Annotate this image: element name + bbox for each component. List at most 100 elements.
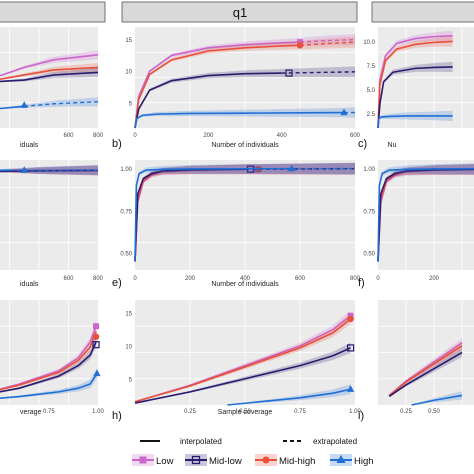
x-tick-label: 200 — [203, 133, 214, 139]
confidence-band-low — [135, 34, 355, 128]
panel-5: 0.50 0.75 1.00 0 200 400 600 800 Number of indiv… — [112, 160, 361, 289]
x-tick-label: 0 — [133, 276, 137, 282]
y-tick-label: 5 — [129, 101, 133, 107]
strip-left — [0, 1, 106, 23]
panel-label: e) — [112, 277, 122, 289]
x-tick-label: 0.75 — [294, 409, 306, 415]
series-line-mid-low — [134, 347, 351, 404]
series-line-high — [0, 373, 98, 399]
series-line-mid-low — [388, 351, 463, 398]
confidence-band-high — [0, 368, 98, 399]
observed-marker-mid-low — [347, 344, 355, 352]
x-tick-label: 400 — [240, 276, 251, 282]
series-line-mid-high — [388, 345, 463, 397]
series-extrapolated-mid-high — [299, 41, 356, 47]
x-axis-label: verage — [20, 409, 42, 416]
x-axis-label: iduals — [20, 142, 39, 149]
series-extrapolated-high — [24, 101, 99, 107]
x-tick-label: 400 — [277, 133, 288, 139]
confidence-band-mid-high — [135, 36, 355, 128]
panel-label: f) — [358, 277, 365, 289]
series-line-mid-high — [0, 66, 99, 80]
confidence-band-high — [135, 162, 355, 262]
x-tick-label: 600 — [63, 276, 74, 282]
observed-marker-mid-high — [92, 333, 100, 340]
legend: interpolated extrapolated Low Mid-low Mid-hi… — [132, 437, 374, 467]
y-tick-label: 7.5 — [367, 64, 376, 70]
legend-label-mid-low: Mid-low — [209, 456, 242, 467]
confidence-band-mid-high — [0, 326, 97, 391]
confidence-band-mid-low — [0, 336, 97, 393]
y-tick-label: 0.50 — [120, 252, 132, 258]
y-tick-label: 2.5 — [367, 112, 376, 118]
observed-marker-high — [347, 385, 355, 392]
x-tick-label: 0.50 — [428, 409, 440, 415]
series-line-mid-low — [377, 168, 474, 262]
x-tick-label: 0.50 — [239, 409, 251, 415]
strip-right — [371, 1, 474, 23]
y-tick-label: 1.00 — [363, 167, 375, 173]
series-line-high — [377, 167, 474, 262]
series-line-low — [134, 41, 301, 129]
observed-marker-mid-low — [92, 341, 100, 349]
confidence-band-high — [378, 110, 453, 128]
x-tick-label: 0 — [133, 133, 137, 139]
panel-label: h) — [112, 410, 122, 422]
x-tick-label: 800 — [350, 276, 361, 282]
legend-label-low: Low — [156, 456, 174, 467]
y-tick-label: 0.75 — [120, 209, 132, 215]
x-tick-label: 0 — [376, 276, 380, 282]
y-tick-label: 15 — [125, 312, 132, 318]
observed-marker-mid-high — [347, 315, 354, 323]
legend-label-mid-high: Mid-high — [279, 456, 315, 467]
y-tick-label: 10 — [125, 70, 132, 76]
y-tick-label: 5 — [129, 377, 133, 383]
series-line-mid-low — [134, 72, 282, 129]
panel-9: 0.25 0.50 i) — [358, 300, 474, 422]
x-axis-label: Number of individuals — [211, 142, 279, 149]
legend-marker-low — [139, 456, 147, 464]
confidence-band-mid-low — [378, 61, 453, 128]
y-tick-label: 0.50 — [363, 252, 375, 258]
series-line-mid-high — [134, 318, 352, 403]
panel-label: b) — [112, 138, 122, 150]
confidence-band-mid-low — [378, 163, 474, 262]
x-tick-label: 800 — [93, 276, 104, 282]
confidence-band-mid-high — [378, 164, 474, 262]
observed-marker-high — [340, 108, 348, 116]
y-tick-label: 1.00 — [120, 167, 132, 173]
series-line-high — [134, 167, 292, 262]
y-tick-label: 10 — [125, 344, 132, 350]
series-extrapolated-mid-low — [281, 71, 356, 74]
series-line-mid-low — [0, 341, 97, 393]
strip-title: q1 — [233, 5, 247, 20]
observed-marker-mid-high — [296, 42, 304, 49]
observed-marker-low — [93, 323, 100, 330]
x-tick-label: 0.25 — [400, 409, 412, 415]
series-line-mid-low — [377, 66, 453, 129]
confidence-band-low — [378, 164, 474, 262]
series-extrapolated-low — [299, 38, 356, 43]
series-line-high — [134, 111, 345, 129]
panel-4: 600 800 iduals — [0, 160, 104, 288]
x-tick-label: 200 — [185, 276, 196, 282]
observed-marker-high — [288, 164, 296, 172]
confidence-band-high — [378, 163, 474, 262]
series-line-high — [377, 115, 453, 129]
legend-marker-mid-high — [262, 456, 270, 464]
x-axis-label: Sample coverage — [218, 409, 273, 416]
panel-7: 0.75 1.00 verage — [0, 300, 104, 416]
series-line-high — [0, 105, 25, 110]
legend-extrapolated-label: extrapolated — [313, 437, 357, 446]
panel-1: 600 800 iduals — [0, 27, 104, 149]
y-tick-label: 5.0 — [367, 88, 376, 94]
series-line-low — [0, 53, 99, 77]
legend-label-high: High — [354, 456, 374, 467]
series-line-mid-high — [134, 44, 301, 129]
panels-group: 600 800 iduals 5 10 15 0 200 400 600 Number of ind… — [0, 27, 474, 422]
panel-6: 0.50 0.75 1.00 0 200 f) — [358, 160, 474, 289]
legend-interpolated-label: interpolated — [180, 437, 222, 446]
x-tick-label: 0.75 — [43, 409, 55, 415]
series-line-low — [0, 325, 97, 390]
